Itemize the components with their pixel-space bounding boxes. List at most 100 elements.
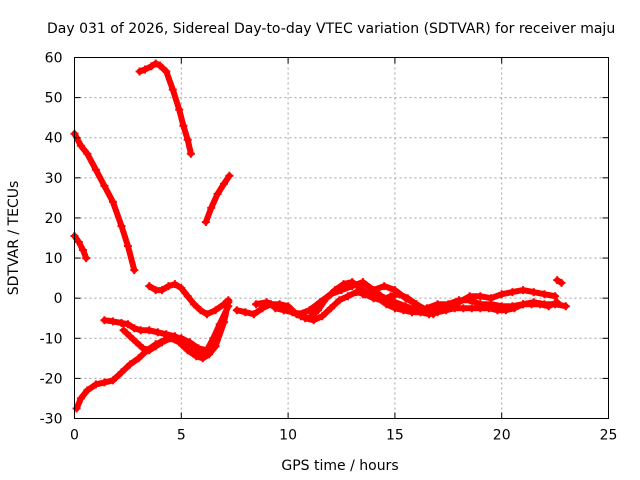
data-point xyxy=(271,304,280,313)
data-point xyxy=(358,278,367,287)
data-point xyxy=(100,316,109,325)
data-point xyxy=(175,338,184,347)
data-point xyxy=(540,290,549,299)
y-tick-label: 50 xyxy=(45,91,63,107)
data-point xyxy=(132,338,141,347)
data-point xyxy=(356,284,365,293)
data-point xyxy=(497,290,506,299)
data-point xyxy=(166,334,175,343)
data-point xyxy=(262,298,271,307)
series-sat-track-4 xyxy=(201,171,234,226)
data-point xyxy=(544,302,553,311)
data-point xyxy=(335,296,344,305)
data-point xyxy=(352,288,361,297)
data-point xyxy=(519,300,528,309)
data-point xyxy=(211,342,220,351)
x-tick-label: 25 xyxy=(600,428,618,444)
data-point xyxy=(76,141,85,150)
data-point xyxy=(72,404,81,413)
data-point xyxy=(487,294,495,303)
data-point xyxy=(467,304,476,313)
data-point xyxy=(134,354,143,363)
series-layer xyxy=(70,59,570,413)
data-point xyxy=(305,314,314,323)
data-point xyxy=(249,310,258,319)
data-point xyxy=(224,296,233,305)
data-point xyxy=(519,286,528,295)
data-point xyxy=(100,378,109,387)
data-point xyxy=(433,306,442,315)
data-point xyxy=(192,352,201,361)
data-point xyxy=(459,304,468,313)
plot-frame xyxy=(74,57,609,419)
data-point xyxy=(158,338,167,347)
data-point xyxy=(202,310,211,319)
series-sat-track-11 xyxy=(271,278,562,323)
data-point xyxy=(147,62,156,71)
y-tick-label: 0 xyxy=(54,291,63,307)
data-point xyxy=(331,286,340,295)
data-point xyxy=(126,332,134,341)
data-point xyxy=(326,304,335,313)
series-line xyxy=(71,233,90,262)
data-point xyxy=(207,203,216,212)
data-point xyxy=(205,350,214,359)
data-point xyxy=(130,324,139,333)
data-point xyxy=(318,312,327,321)
data-point xyxy=(380,282,389,291)
data-point xyxy=(108,376,117,385)
data-point xyxy=(196,306,205,315)
data-point xyxy=(138,344,147,353)
data-point xyxy=(557,278,566,287)
y-tick-labels: -30 -20 -10 0 10 20 30 40 50 60 xyxy=(40,51,63,428)
data-point xyxy=(358,290,367,299)
data-point xyxy=(162,330,171,339)
data-point xyxy=(476,304,485,313)
data-point xyxy=(561,302,570,311)
data-point xyxy=(527,300,536,309)
data-point xyxy=(175,105,184,114)
y-tick-label: -10 xyxy=(40,331,63,347)
data-point xyxy=(465,292,474,301)
x-tick-label: 20 xyxy=(493,428,511,444)
data-point xyxy=(158,286,167,295)
data-point xyxy=(510,304,519,313)
series-sat-track-1 xyxy=(70,129,139,275)
data-point xyxy=(126,360,134,369)
y-tick-label: 60 xyxy=(45,51,63,67)
data-point xyxy=(188,342,196,351)
data-point xyxy=(502,306,510,315)
data-point xyxy=(484,304,493,313)
data-point xyxy=(508,288,517,297)
data-point xyxy=(476,292,485,301)
y-tick-label: 30 xyxy=(45,171,63,187)
data-point xyxy=(348,278,357,287)
data-point xyxy=(211,306,220,315)
data-point xyxy=(529,288,538,297)
data-point xyxy=(108,197,117,206)
data-point xyxy=(186,149,195,158)
data-point xyxy=(135,67,144,76)
data-point xyxy=(151,59,160,68)
data-point xyxy=(170,280,179,289)
data-point xyxy=(179,121,188,130)
series-sat-track-7 xyxy=(145,280,233,319)
data-point xyxy=(145,346,154,355)
data-point xyxy=(183,346,192,355)
data-point xyxy=(141,65,149,74)
data-point xyxy=(123,242,132,250)
data-point xyxy=(422,306,431,315)
data-point xyxy=(390,286,399,295)
data-point xyxy=(305,306,314,315)
series-sat-track-8 xyxy=(119,326,220,363)
data-point xyxy=(119,326,128,335)
data-point xyxy=(322,294,331,303)
series-sat-track-3 xyxy=(135,59,195,158)
x-tick-label: 5 xyxy=(177,428,186,444)
data-point xyxy=(168,85,177,94)
series-sat-track-12 xyxy=(358,282,560,315)
data-point xyxy=(79,246,87,254)
data-point xyxy=(155,61,164,70)
data-point xyxy=(117,319,126,327)
